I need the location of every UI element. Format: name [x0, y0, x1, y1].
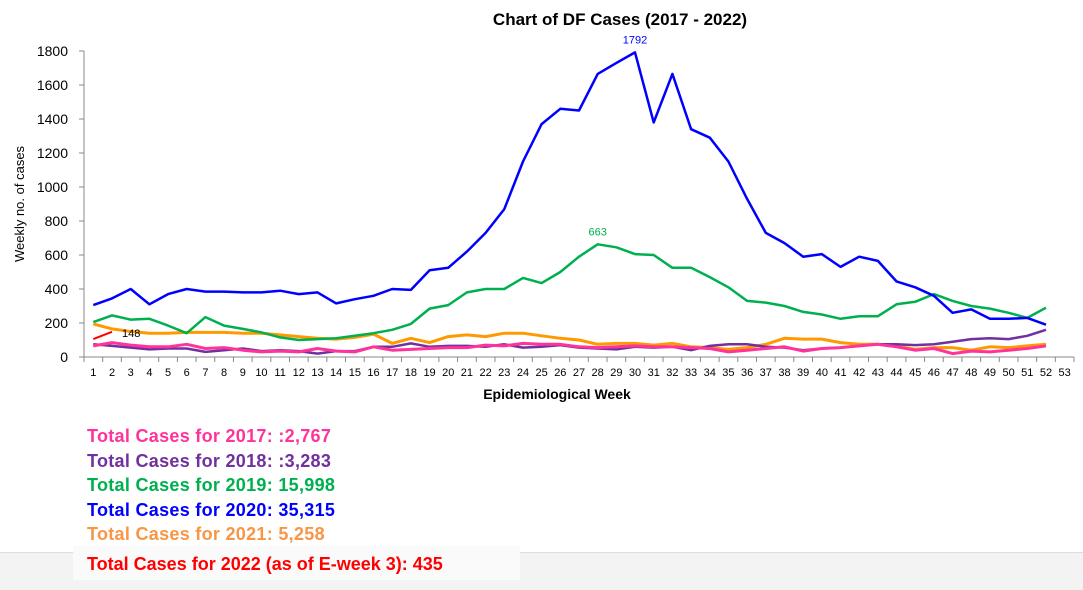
- x-tick-label: 20: [442, 367, 454, 379]
- x-tick-label: 6: [184, 367, 190, 379]
- y-tick-label: 1600: [37, 77, 68, 93]
- x-tick-label: 30: [629, 367, 641, 379]
- x-tick-label: 8: [221, 367, 227, 379]
- total-2018: Total Cases for 2018: :3,283: [87, 450, 332, 471]
- x-tick-label: 14: [330, 367, 342, 379]
- x-tick-label: 2: [109, 367, 115, 379]
- series-line-2019: [92, 243, 1047, 342]
- x-tick-label: 26: [554, 367, 566, 379]
- x-tick-label: 40: [816, 367, 828, 379]
- y-tick-label: 1800: [37, 43, 68, 59]
- x-tick-label: 5: [165, 367, 171, 379]
- x-axis-label: Epidemiological Week: [483, 386, 631, 402]
- x-tick-label: 42: [853, 367, 865, 379]
- y-tick-label: 0: [60, 349, 68, 365]
- totals-list: Total Cases for 2017: :2,767 Total Cases…: [87, 424, 335, 547]
- x-tick-label: 25: [536, 367, 548, 379]
- x-tick-label: 43: [872, 367, 884, 379]
- x-tick-label: 33: [685, 367, 697, 379]
- x-tick-label: 7: [202, 367, 208, 379]
- x-tick-label: 49: [984, 367, 996, 379]
- x-tick-label: 22: [479, 367, 491, 379]
- y-tick-label: 1000: [37, 179, 68, 195]
- x-tick-label: 45: [909, 367, 921, 379]
- x-tick-label: 38: [778, 367, 790, 379]
- x-tick-label: 16: [367, 367, 379, 379]
- x-tick-label: 28: [592, 367, 604, 379]
- x-tick-label: 39: [797, 367, 809, 379]
- total-2022-box: Total Cases for 2022 (as of E-week 3): 4…: [73, 546, 520, 580]
- chart-title: Chart of DF Cases (2017 - 2022): [493, 10, 747, 29]
- x-tick-label: 23: [498, 367, 510, 379]
- total-2022: Total Cases for 2022 (as of E-week 3): 4…: [87, 554, 443, 574]
- y-axis-label: Weekly no. of cases: [12, 145, 27, 262]
- data-label-2020: 1792: [623, 34, 647, 46]
- y-tick-label: 200: [45, 315, 69, 331]
- x-tick-label: 11: [274, 367, 285, 379]
- x-tick-label: 41: [834, 367, 846, 379]
- y-tick-label: 1200: [37, 145, 68, 161]
- x-tick-label: 37: [760, 367, 772, 379]
- series-line-2020: [92, 51, 1047, 326]
- total-2021: Total Cases for 2021: 5,258: [87, 524, 325, 544]
- x-tick-label: 46: [928, 367, 940, 379]
- x-tick-label: 44: [890, 367, 902, 379]
- total-2019: Total Cases for 2019: 15,998: [87, 475, 336, 495]
- x-tick-label: 36: [741, 367, 753, 379]
- x-tick-label: 51: [1021, 367, 1033, 379]
- x-tick-label: 31: [648, 367, 660, 379]
- series-line-2017: [93, 341, 1047, 356]
- x-tick-label: 32: [666, 367, 678, 379]
- x-tick-label: 12: [293, 367, 305, 379]
- x-tick-label: 9: [240, 367, 246, 379]
- total-2017: Total Cases for 2017: :2,767: [87, 426, 332, 446]
- data-label-2019: 663: [588, 226, 606, 238]
- x-tick-label: 47: [946, 367, 958, 379]
- x-tick-label: 24: [517, 367, 529, 379]
- x-tick-label: 3: [128, 367, 134, 379]
- x-tick-label: 52: [1040, 367, 1052, 379]
- data-label-2022: 148: [122, 328, 140, 340]
- x-tick-label: 18: [405, 367, 417, 379]
- x-tick-label: 27: [573, 367, 585, 379]
- x-tick-label: 10: [255, 367, 267, 379]
- x-tick-label: 50: [1002, 367, 1014, 379]
- x-tick-label: 29: [610, 367, 622, 379]
- x-tick-label: 1: [90, 367, 96, 379]
- y-tick-label: 400: [45, 281, 69, 297]
- x-tick-label: 4: [146, 367, 152, 379]
- x-tick-label: 35: [722, 367, 734, 379]
- x-tick-label: 15: [349, 367, 361, 379]
- x-tick-label: 48: [965, 367, 977, 379]
- x-tick-label: 34: [704, 367, 716, 379]
- series-line-2022: [92, 330, 113, 341]
- y-tick-label: 800: [45, 213, 69, 229]
- x-tick-label: 19: [423, 367, 435, 379]
- x-tick-label: 13: [311, 367, 323, 379]
- total-2020: Total Cases for 2020: 35,315: [87, 499, 336, 520]
- x-tick-label: 17: [386, 367, 398, 379]
- y-tick-label: 1400: [37, 111, 68, 127]
- y-tick-label: 600: [45, 247, 69, 263]
- x-tick-label: 53: [1059, 367, 1071, 379]
- line-chart: Chart of DF Cases (2017 - 2022) Weekly n…: [12, 10, 1075, 402]
- x-tick-label: 21: [461, 367, 473, 379]
